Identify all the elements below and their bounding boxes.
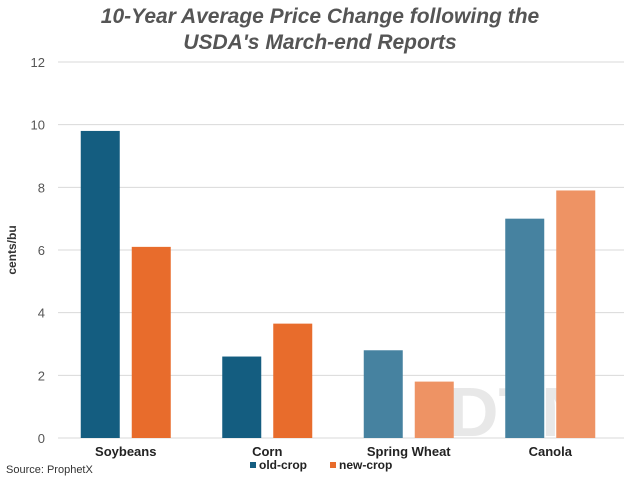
y-axis-label: cents/bu xyxy=(5,225,19,274)
y-tick-label: 8 xyxy=(38,180,45,195)
chart-title-line-2: USDA's March-end Reports xyxy=(183,31,457,54)
source-note: Source: ProphetX xyxy=(6,464,93,476)
category-label: Spring Wheat xyxy=(367,444,451,459)
bar-old-crop-spring-wheat xyxy=(363,350,403,438)
bar-new-crop-canola xyxy=(556,190,596,438)
chart-title-line-1: 10-Year Average Price Change following t… xyxy=(100,5,540,28)
y-tick-label: 12 xyxy=(31,55,45,70)
category-label: Soybeans xyxy=(95,444,156,459)
chart-title: 10-Year Average Price Change following t… xyxy=(0,4,640,56)
category-label: Canola xyxy=(529,444,573,459)
bar-old-crop-corn xyxy=(222,356,262,438)
bar-old-crop-canola xyxy=(505,218,545,438)
y-tick-label: 6 xyxy=(38,243,45,258)
bars xyxy=(80,130,596,438)
y-tick-label: 4 xyxy=(38,306,45,321)
legend-label-old-crop: old-crop xyxy=(259,458,307,472)
bar-old-crop-soybeans xyxy=(80,130,120,438)
y-tick-labels: 0 2 4 6 8 10 12 xyxy=(31,55,45,446)
legend-swatch-old-crop xyxy=(250,462,256,468)
category-labels: Soybeans Corn Spring Wheat Canola xyxy=(95,444,573,459)
bar-new-crop-spring-wheat xyxy=(414,381,454,438)
y-tick-label: 0 xyxy=(38,431,45,446)
legend-swatch-new-crop xyxy=(330,462,336,468)
y-tick-label: 2 xyxy=(38,368,45,383)
bar-new-crop-soybeans xyxy=(131,246,171,438)
y-tick-label: 10 xyxy=(31,118,45,133)
legend: old-crop new-crop xyxy=(250,458,392,472)
category-label: Corn xyxy=(252,444,282,459)
legend-label-new-crop: new-crop xyxy=(339,458,392,472)
bar-new-crop-corn xyxy=(273,323,313,438)
